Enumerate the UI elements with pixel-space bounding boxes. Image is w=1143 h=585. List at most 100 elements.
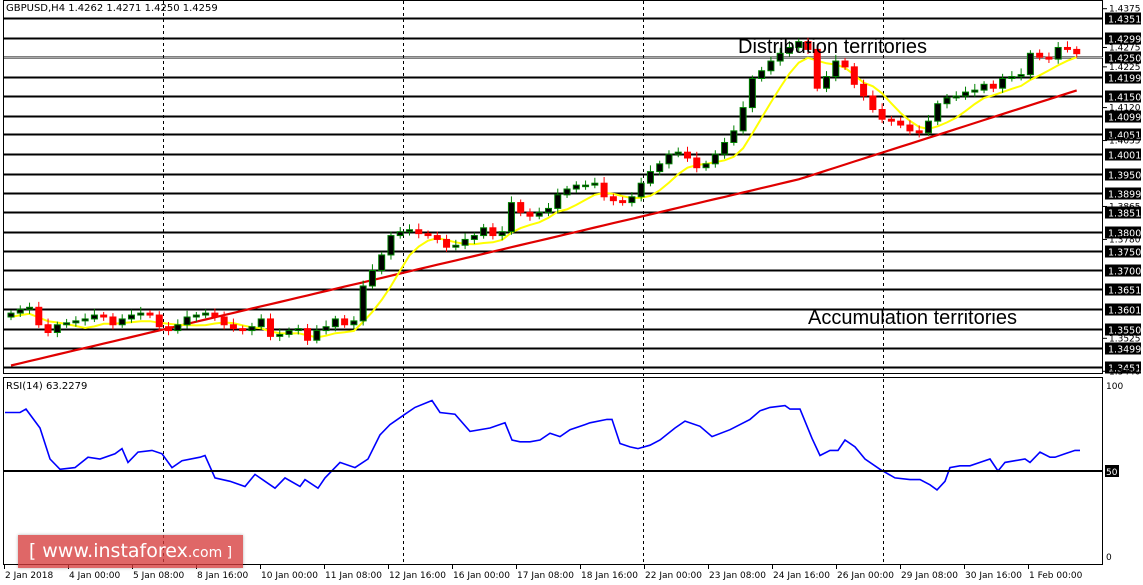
price-tag-label: 1.3800	[1108, 229, 1141, 240]
bear-candle	[860, 79, 868, 101]
price-tag	[1105, 206, 1141, 219]
bull-candle	[952, 91, 960, 101]
price-tag	[1105, 168, 1141, 181]
candlesticks	[7, 37, 1081, 345]
bull-candle	[498, 226, 506, 241]
bear-candle	[906, 120, 914, 135]
price-tag-label: 1.3851	[1108, 209, 1141, 220]
time-tick-label: 24 Jan 16:00	[773, 571, 830, 581]
bull-candle	[1008, 71, 1016, 82]
bull-candle	[1017, 68, 1025, 81]
bull-candle	[452, 239, 460, 251]
bear-candle	[109, 313, 117, 330]
bear-candle	[165, 322, 173, 336]
bear-candle	[100, 311, 108, 321]
bull-candle	[63, 318, 71, 328]
bear-candle	[44, 318, 52, 337]
bear-candle	[915, 125, 923, 138]
bull-candle	[545, 202, 552, 217]
price-tick-label: 1.4225	[1109, 63, 1141, 73]
bear-candle	[1045, 52, 1053, 63]
bull-candle	[563, 185, 571, 198]
bull-candle	[999, 73, 1007, 93]
time-tick-label: 4 Jan 00:00	[69, 571, 121, 581]
bull-candle	[81, 313, 89, 326]
price-tick-label: 1.4275	[1109, 43, 1141, 53]
rsi-line	[5, 399, 1080, 491]
price-tag	[1105, 226, 1141, 239]
bull-candle	[748, 75, 756, 113]
svg-text:0: 0	[1106, 553, 1112, 563]
price-tag-label: 1.4001	[1108, 151, 1141, 162]
bull-candle	[1054, 42, 1062, 64]
time-tick-label: 1 Feb 00:00	[1029, 571, 1083, 581]
bear-candle	[146, 310, 154, 319]
price-tag	[1105, 71, 1141, 84]
bull-candle	[72, 316, 80, 327]
bear-candle	[897, 117, 905, 129]
time-tick-label: 26 Jan 00:00	[837, 571, 894, 581]
time-tick-label: 12 Jan 16:00	[389, 571, 446, 581]
price-tick-label: 1.3865	[1109, 202, 1141, 212]
bull-candle	[294, 324, 302, 335]
bull-candle	[582, 180, 590, 190]
bear-candle	[619, 196, 627, 206]
time-tick-label: 16 Jan 00:00	[453, 571, 510, 581]
bull-candle	[313, 325, 321, 344]
bull-candle	[257, 314, 265, 330]
bear-candle	[600, 176, 608, 201]
watermark-link[interactable]: [ www.instaforex.com ]	[18, 535, 243, 568]
bear-candle	[684, 146, 692, 162]
bull-candle	[90, 308, 98, 323]
price-tag	[1105, 187, 1141, 200]
time-tick-label: 22 Jan 00:00	[645, 571, 702, 581]
watermark-prefix: [ www.instaforex	[28, 540, 188, 562]
rsi-label: RSI(14) 63.2279	[6, 381, 88, 392]
bull-candle	[535, 207, 543, 220]
bull-candle	[470, 232, 478, 245]
bull-candle	[26, 302, 34, 314]
time-axis: 2 Jan 2018 4 Jan 00:00 5 Jan 08:00 8 Jan 16…	[4, 564, 1083, 581]
price-tag-label: 1.3550	[1108, 326, 1141, 337]
distribution-annotation: Distribution territories	[738, 36, 927, 58]
price-tick-label: 1.3525	[1109, 334, 1141, 344]
time-tick-label: 23 Jan 08:00	[709, 571, 766, 581]
bull-candle	[823, 71, 831, 93]
bull-candle	[331, 315, 339, 332]
bull-candle	[387, 231, 395, 260]
svg-text:100: 100	[1106, 382, 1123, 392]
rsi-axis: 100 50 0	[4, 382, 1123, 563]
price-tag	[1105, 90, 1141, 103]
price-tag	[1105, 361, 1141, 374]
bull-candle	[53, 321, 61, 338]
price-tag	[1105, 51, 1141, 64]
bear-candle	[850, 62, 858, 89]
bear-candle	[804, 37, 812, 55]
level-lines	[4, 17, 1103, 369]
price-tag-label: 1.4351	[1108, 15, 1141, 26]
bull-candle	[665, 150, 673, 169]
bull-candle	[7, 310, 15, 321]
bull-candle	[721, 137, 729, 159]
bull-candle	[368, 264, 376, 290]
bear-candle	[1073, 46, 1081, 58]
price-tag-label: 1.3451	[1108, 364, 1141, 375]
price-tick-label: 1.3780	[1109, 235, 1141, 245]
price-tick-label: 1.4035	[1109, 137, 1141, 147]
price-tag-label: 1.3950	[1108, 171, 1141, 182]
bull-candle	[350, 316, 358, 329]
time-tick-label: 29 Jan 08:00	[901, 571, 958, 581]
watermark-suffix: .com ]	[187, 545, 233, 561]
bear-candle	[841, 57, 849, 70]
bull-candle	[174, 319, 182, 334]
bull-candle	[461, 233, 469, 250]
price-tag	[1105, 283, 1141, 296]
time-tick-label: 18 Jan 16:00	[581, 571, 638, 581]
bear-candle	[989, 80, 997, 93]
time-tick-label: 10 Jan 00:00	[261, 571, 318, 581]
bull-candle	[192, 311, 200, 322]
bear-candle	[1063, 41, 1071, 53]
bear-candle	[489, 223, 497, 240]
price-axis: 1.4351 1.4299 1.4250 1.4199 1.4150 1.4099 1.40…	[1103, 5, 1141, 377]
bull-candle	[758, 66, 766, 82]
